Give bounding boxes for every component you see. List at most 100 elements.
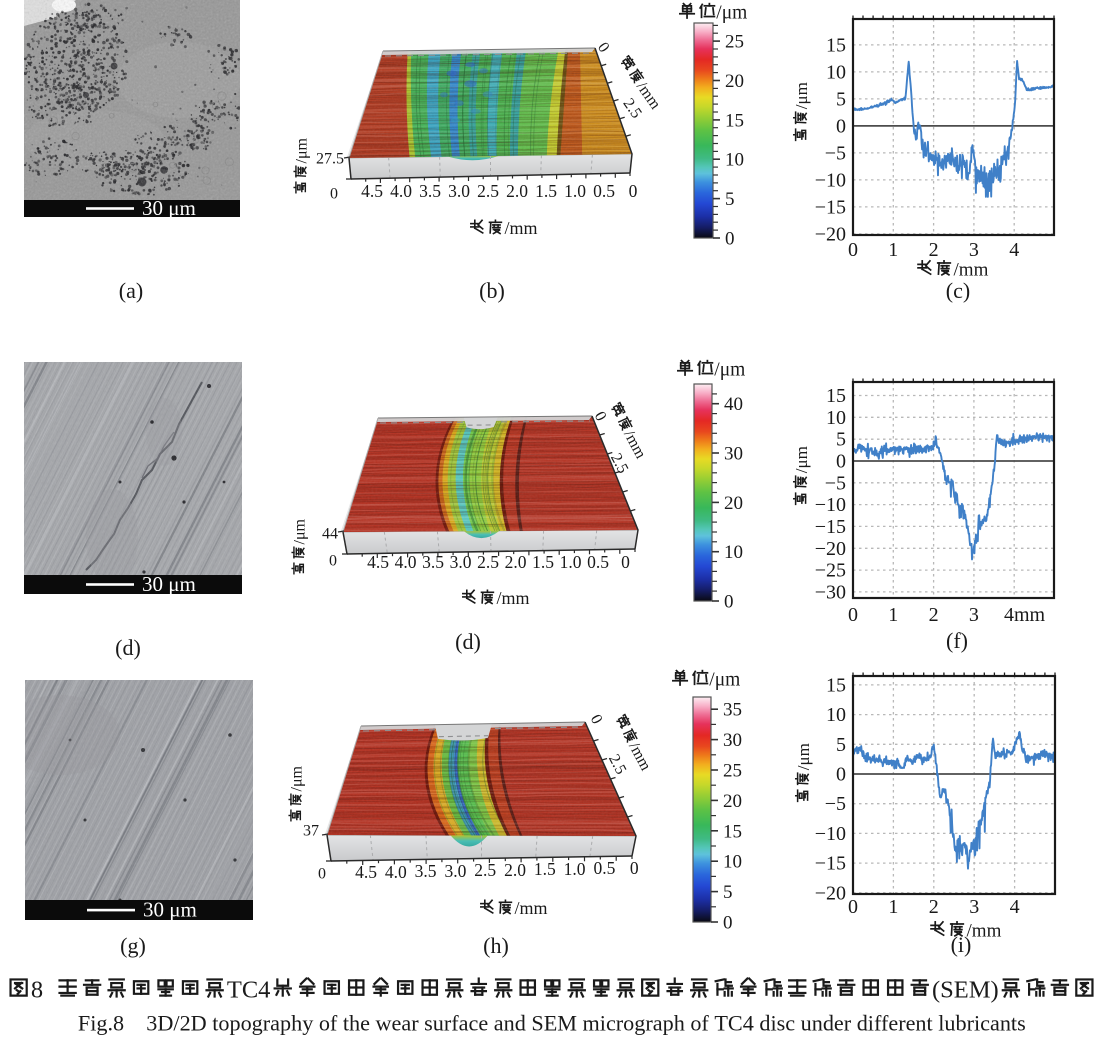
svg-text:−10: −10 — [815, 494, 846, 516]
svg-text:/μm: /μm — [716, 3, 747, 24]
svg-text:4.0: 4.0 — [395, 552, 417, 572]
svg-text:4: 4 — [1009, 239, 1019, 261]
svg-text:−15: −15 — [815, 516, 846, 538]
svg-text:4.0: 4.0 — [390, 181, 412, 201]
svg-text:10: 10 — [826, 704, 846, 726]
svg-text:0: 0 — [725, 229, 735, 250]
svg-text:0: 0 — [848, 239, 858, 261]
svg-text:/μm: /μm — [792, 446, 811, 473]
svg-text:15: 15 — [826, 674, 846, 696]
svg-text:(f): (f) — [946, 628, 968, 653]
svg-text:−25: −25 — [815, 560, 846, 582]
svg-text:/mm: /mm — [967, 920, 1002, 941]
svg-text:15: 15 — [723, 821, 742, 842]
svg-text:5: 5 — [836, 429, 846, 451]
svg-text:3.0: 3.0 — [450, 552, 472, 572]
svg-text:25: 25 — [725, 32, 744, 53]
svg-text:1: 1 — [888, 239, 898, 261]
svg-text:20: 20 — [724, 493, 743, 514]
svg-text:0: 0 — [848, 604, 858, 626]
svg-text:0: 0 — [836, 451, 846, 473]
svg-text:/mm: /mm — [504, 218, 537, 238]
svg-text:3: 3 — [969, 896, 979, 918]
svg-text:30 μm: 30 μm — [142, 196, 196, 220]
svg-text:44: 44 — [322, 525, 338, 542]
svg-text:0: 0 — [723, 913, 733, 934]
svg-text:25: 25 — [723, 761, 742, 782]
svg-text:10: 10 — [724, 542, 743, 563]
svg-text:0.5: 0.5 — [593, 181, 615, 201]
svg-text:4.5: 4.5 — [367, 552, 389, 572]
svg-text:10: 10 — [826, 407, 846, 429]
svg-text:35: 35 — [723, 700, 742, 721]
svg-text:1.0: 1.0 — [564, 859, 586, 879]
svg-text:3: 3 — [969, 604, 979, 626]
svg-text:2.5: 2.5 — [474, 860, 496, 880]
svg-text:−15: −15 — [815, 196, 846, 218]
svg-text:4.0: 4.0 — [385, 862, 407, 882]
svg-text:(h): (h) — [483, 933, 509, 958]
svg-text:−5: −5 — [825, 793, 846, 815]
svg-text:(d): (d) — [115, 635, 141, 660]
svg-text:0: 0 — [318, 865, 326, 882]
svg-text:/mm: /mm — [954, 259, 989, 280]
svg-text:4.5: 4.5 — [361, 181, 383, 201]
svg-text:5: 5 — [725, 189, 735, 210]
svg-text:(SEM): (SEM) — [932, 976, 999, 1003]
svg-text:Fig.8 3D/2D topography of t: Fig.8 3D/2D topography of the wear surfa… — [78, 1011, 1026, 1036]
svg-text:−10: −10 — [815, 169, 846, 191]
svg-text:0: 0 — [836, 115, 846, 137]
svg-text:/μm: /μm — [792, 82, 811, 109]
svg-text:0: 0 — [621, 552, 630, 572]
svg-text:0.5: 0.5 — [593, 858, 615, 878]
svg-text:40: 40 — [724, 394, 743, 415]
svg-text:30: 30 — [724, 444, 743, 465]
svg-text:5: 5 — [836, 734, 846, 756]
svg-text:3.5: 3.5 — [422, 552, 444, 572]
svg-text:30 μm: 30 μm — [143, 898, 197, 922]
svg-text:/μm: /μm — [794, 743, 813, 770]
svg-text:(a): (a) — [119, 278, 143, 303]
svg-text:1.0: 1.0 — [564, 181, 586, 201]
svg-text:0.5: 0.5 — [587, 552, 609, 572]
svg-text:4: 4 — [1010, 896, 1020, 918]
svg-text:4.5: 4.5 — [355, 862, 377, 882]
svg-text:(c): (c) — [946, 278, 970, 303]
svg-text:1: 1 — [888, 896, 898, 918]
svg-text:0: 0 — [629, 181, 638, 201]
svg-text:2.5: 2.5 — [477, 552, 499, 572]
svg-text:/μm: /μm — [714, 360, 745, 381]
svg-text:(d): (d) — [455, 629, 481, 654]
svg-text:−20: −20 — [815, 882, 846, 904]
svg-text:(g): (g) — [120, 933, 146, 958]
svg-text:/mm: /mm — [514, 898, 547, 918]
svg-text:/μm: /μm — [293, 137, 310, 163]
svg-text:1.0: 1.0 — [560, 552, 582, 572]
svg-text:−10: −10 — [815, 823, 846, 845]
svg-text:2: 2 — [929, 239, 939, 261]
svg-text:3.5: 3.5 — [419, 181, 441, 201]
svg-text:−5: −5 — [825, 142, 846, 164]
svg-text:TC4: TC4 — [227, 976, 271, 1003]
svg-text:30: 30 — [723, 730, 742, 751]
svg-text:1: 1 — [888, 604, 898, 626]
svg-text:0: 0 — [848, 896, 858, 918]
svg-text:15: 15 — [725, 110, 744, 131]
svg-text:/μm: /μm — [709, 670, 740, 691]
svg-text:3: 3 — [969, 239, 979, 261]
svg-text:/μm: /μm — [288, 765, 305, 791]
svg-text:−15: −15 — [815, 853, 846, 875]
svg-text:15: 15 — [826, 34, 846, 56]
svg-text:3.5: 3.5 — [415, 861, 437, 881]
svg-text:10: 10 — [826, 61, 846, 83]
svg-text:5: 5 — [836, 88, 846, 110]
svg-text:5: 5 — [723, 882, 733, 903]
svg-text:(i): (i) — [951, 932, 972, 957]
svg-text:20: 20 — [723, 791, 742, 812]
svg-text:/mm: /mm — [496, 588, 529, 608]
svg-text:30 μm: 30 μm — [142, 572, 196, 596]
svg-text:27.5: 27.5 — [316, 150, 344, 167]
svg-text:2.5: 2.5 — [477, 181, 499, 201]
svg-text:−5: −5 — [825, 472, 846, 494]
svg-text:1.5: 1.5 — [534, 859, 556, 879]
